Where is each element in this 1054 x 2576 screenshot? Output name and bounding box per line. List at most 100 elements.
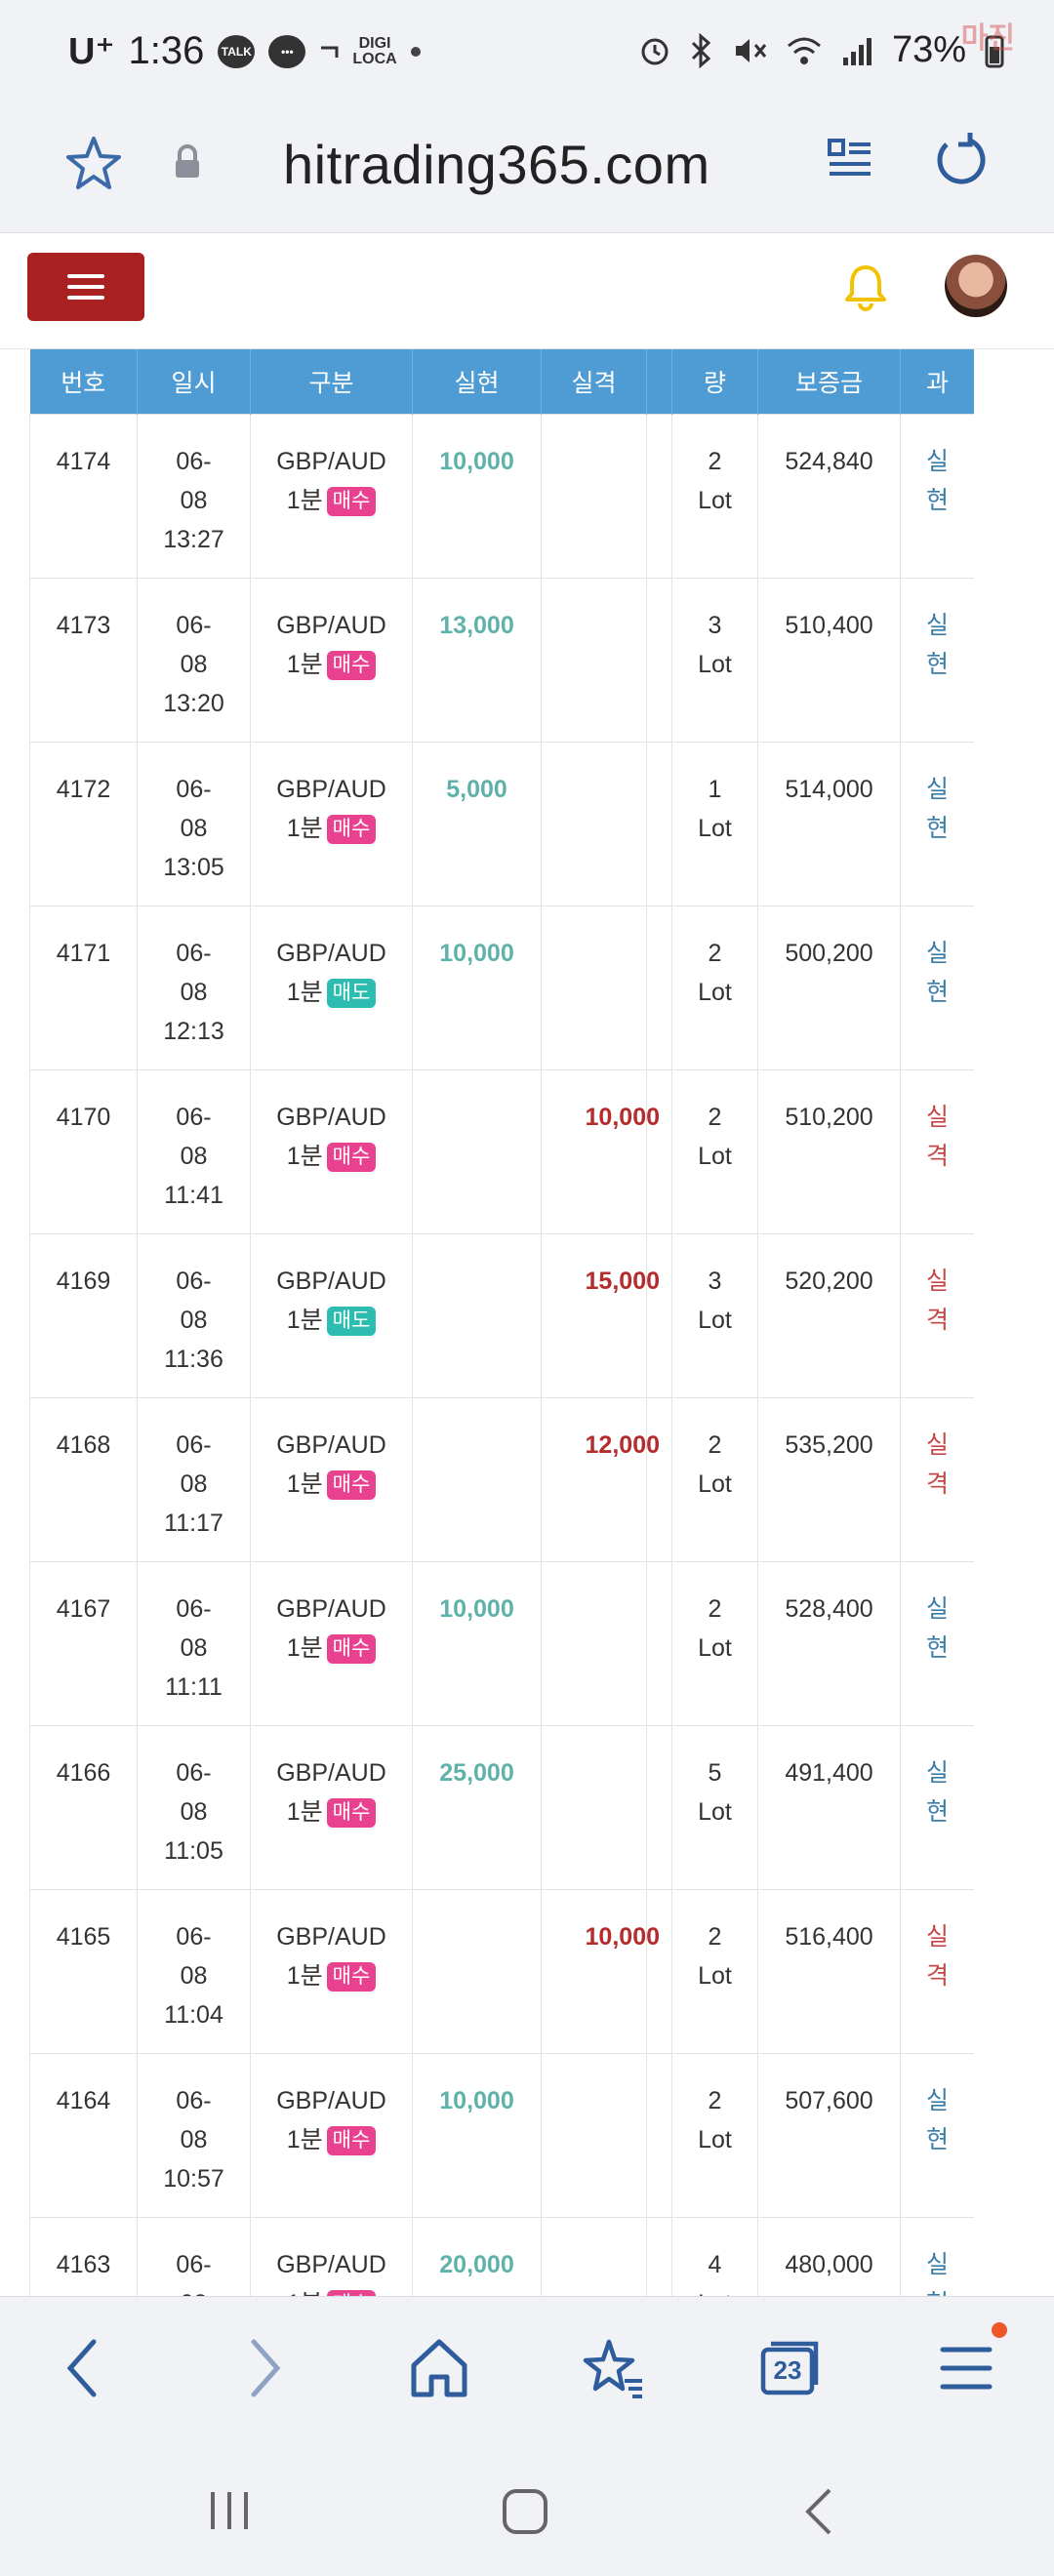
cell-quantity: 5 Lot — [671, 1725, 758, 1890]
user-avatar[interactable] — [945, 255, 1007, 317]
home-button-icon[interactable] — [500, 2486, 550, 2537]
table-row[interactable]: 4167 06- 08 11:11 GBP/AUD 1분 매수 10,000 2 Lot 528,4… — [29, 1561, 974, 1726]
bell-icon[interactable] — [843, 262, 888, 311]
margin-amount: 491,400 — [785, 1759, 873, 1787]
quantity: 2 — [708, 1104, 722, 1131]
date-day: 08 — [181, 2290, 208, 2296]
back-arrow-icon[interactable] — [61, 2334, 103, 2402]
cell-loss — [541, 1725, 647, 1890]
currency-pair: GBP/AUD — [276, 2087, 386, 2114]
trade-number: 4171 — [56, 940, 111, 967]
column-header: 실현 — [412, 349, 542, 415]
table-row[interactable]: 4168 06- 08 11:17 GBP/AUD 1분 매수 12,000 2 Lot 535,2… — [29, 1397, 974, 1562]
browser-bottom-nav: 23 — [0, 2296, 1054, 2443]
quantity: 2 — [708, 1431, 722, 1459]
margin-amount: 520,200 — [785, 1268, 873, 1295]
menu-icon[interactable] — [939, 2334, 993, 2402]
forward-arrow-icon[interactable] — [244, 2334, 287, 2402]
table-row[interactable]: 4164 06- 08 10:57 GBP/AUD 1분 매수 10,000 2 Lot 507,6… — [29, 2053, 974, 2218]
cell-datetime: 06- 08 11:36 — [137, 1233, 251, 1398]
cell-margin: 528,400 — [757, 1561, 901, 1726]
bookmarks-icon[interactable] — [582, 2334, 644, 2402]
cell-spacer — [646, 1397, 672, 1562]
cell-datetime: 06- 08 11:04 — [137, 1889, 251, 2054]
home-icon[interactable] — [408, 2334, 470, 2402]
trade-time: 11:11 — [165, 1673, 223, 1701]
side-badge: 매수 — [326, 1470, 377, 1501]
digi-label: DIGI — [358, 34, 391, 52]
cell-loss: 10,000 — [541, 1069, 660, 1234]
clock: 1:36 — [128, 29, 205, 72]
system-back-icon[interactable] — [800, 2486, 839, 2537]
result-char-2: 현 — [925, 2126, 949, 2153]
reload-icon[interactable] — [931, 131, 990, 189]
trade-time: 13:20 — [163, 690, 224, 717]
cell-gain — [412, 1889, 542, 2054]
table-row[interactable]: 4165 06- 08 11:04 GBP/AUD 1분 매수 10,000 2 Lot 516,4… — [29, 1889, 974, 2054]
table-row[interactable]: 4166 06- 08 11:05 GBP/AUD 1분 매수 25,000 5 Lot 491,4… — [29, 1725, 974, 1890]
tabs-button[interactable]: 23 — [757, 2334, 820, 2402]
period-label: 1분 — [286, 2126, 323, 2153]
result-char-1: 실 — [925, 448, 949, 475]
url-field[interactable]: hitrading365.com — [283, 134, 710, 195]
table-row[interactable]: 4173 06- 08 13:20 GBP/AUD 1분 매수 13,000 3 Lot 510,4… — [29, 578, 974, 743]
cell-spacer — [646, 906, 672, 1070]
trade-number: 4166 — [56, 1759, 111, 1787]
table-row[interactable]: 4174 06- 08 13:27 GBP/AUD 1분 매수 10,000 2 Lot 524,8… — [29, 414, 974, 579]
cell-loss — [541, 742, 647, 906]
table-row[interactable]: 4171 06- 08 12:13 GBP/AUD 1분 매도 10,000 2 Lot 500,2… — [29, 906, 974, 1070]
result-char-1: 실 — [925, 1104, 949, 1131]
trade-number: 4164 — [56, 2087, 111, 2114]
period-label: 1분 — [286, 1634, 323, 1662]
cell-datetime: 06- 08 11:05 — [137, 1725, 251, 1890]
date-day: 08 — [180, 1962, 208, 1990]
cell-margin: 524,840 — [757, 414, 901, 579]
loss-amount: 10,000 — [585, 1923, 660, 1951]
menu-line — [67, 274, 104, 278]
cell-quantity: 2 Lot — [671, 1069, 758, 1234]
bookmark-star-icon[interactable] — [62, 133, 125, 195]
cell-datetime: 06- 08 11:17 — [137, 1397, 251, 1562]
table-row[interactable]: 4170 06- 08 11:41 GBP/AUD 1분 매수 10,000 2 Lot 510,2… — [29, 1069, 974, 1234]
currency-pair: GBP/AUD — [276, 776, 386, 803]
result-char-1: 실 — [925, 1923, 949, 1951]
status-right: 73% — [638, 29, 1005, 71]
wifi-icon — [787, 37, 821, 64]
quantity: 2 — [708, 1923, 722, 1951]
cell-datetime: 06- 08 13:20 — [137, 578, 251, 743]
quantity: 2 — [708, 448, 722, 475]
currency-pair: GBP/AUD — [276, 1268, 386, 1295]
cell-datetime: 06- 08 — [137, 2217, 251, 2296]
side-badge: 매수 — [326, 2290, 377, 2296]
quantity: 3 — [708, 1268, 722, 1295]
loss-amount: 12,000 — [585, 1431, 660, 1459]
cell-number: 4169 — [29, 1233, 138, 1398]
cell-margin: 491,400 — [757, 1725, 901, 1890]
quantity: 3 — [708, 612, 722, 639]
trade-number: 4173 — [56, 612, 111, 639]
trade-time: 11:17 — [164, 1509, 223, 1537]
table-row[interactable]: 4169 06- 08 11:36 GBP/AUD 1분 매도 15,000 3 Lot 520,2… — [29, 1233, 974, 1398]
date-month: 06- — [176, 1104, 212, 1131]
cell-gain: 10,000 — [412, 414, 542, 579]
trade-number: 4167 — [56, 1595, 111, 1623]
trade-time: 10:57 — [163, 2165, 224, 2193]
quantity-unit: Lot — [698, 979, 732, 1006]
reader-mode-icon[interactable] — [826, 135, 874, 187]
cell-margin: 480,000 — [757, 2217, 901, 2296]
recent-apps-icon[interactable] — [205, 2486, 254, 2535]
result-char-2: 현 — [925, 1634, 949, 1662]
column-header — [646, 349, 672, 415]
table-row[interactable]: 4172 06- 08 13:05 GBP/AUD 1분 매수 5,000 1 Lot 514,00… — [29, 742, 974, 906]
cell-number: 4174 — [29, 414, 138, 579]
currency-pair: GBP/AUD — [276, 1759, 386, 1787]
result-char-1: 실 — [925, 776, 949, 803]
period-label: 1분 — [286, 651, 323, 678]
hamburger-menu-button[interactable] — [27, 253, 144, 321]
margin-amount: 535,200 — [785, 1431, 873, 1459]
